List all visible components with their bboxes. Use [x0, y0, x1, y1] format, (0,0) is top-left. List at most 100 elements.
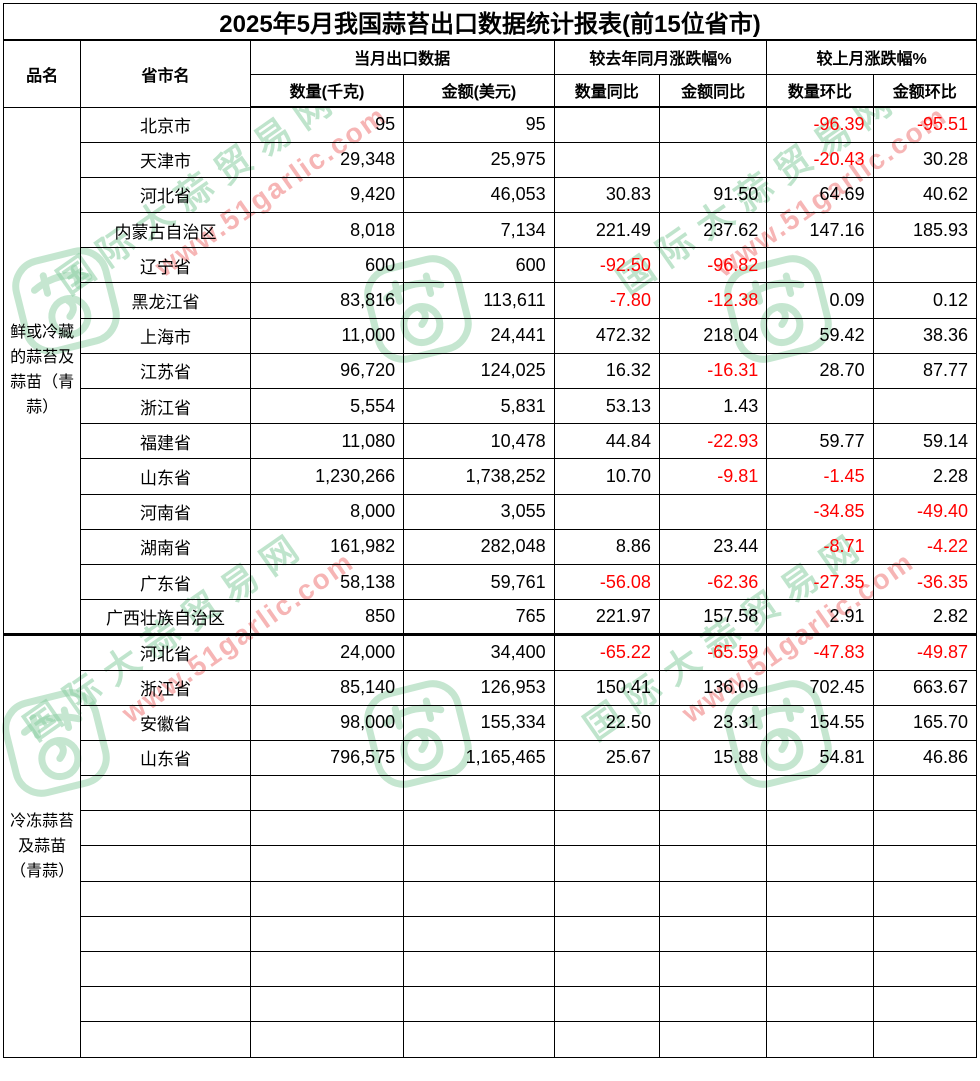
- report-body: 鲜或冷藏的蒜苔及蒜苗（青蒜） 北京市 95 95 -96.39 -95.51 天津市 29,3…: [2, 106, 978, 1058]
- value-cell-amount_yoy: 91.50: [658, 176, 768, 214]
- value-cell-qty: [249, 1021, 405, 1058]
- table-row: 福建省 11,080 10,478 44.84 -22.93 59.77 59.14: [4, 423, 978, 460]
- province-cell: 浙江省: [80, 669, 251, 706]
- table-row: [4, 845, 978, 882]
- table-row: 浙江省 5,554 5,831 53.13 1.43: [4, 387, 978, 425]
- value-cell-qty_yoy: 16.32: [553, 352, 660, 390]
- value-cell-qty: [249, 775, 405, 812]
- table-row: 天津市 29,348 25,975 -20.43 30.28: [4, 141, 978, 178]
- table-row: 广西壮族自治区 850 765 221.97 157.58 2.91 2.82: [4, 599, 978, 636]
- value-cell-amount: 46,053: [403, 176, 555, 214]
- value-cell-amount_yoy: -16.31: [658, 352, 768, 390]
- col-header-amount-yoy: 金额同比: [658, 73, 768, 108]
- col-header-qty-kg: 数量(千克): [249, 73, 405, 108]
- value-cell-qty_mom: -96.39: [766, 106, 874, 143]
- table-row: 山东省 796,575 1,165,465 25.67 15.88 54.81 46.86: [4, 739, 978, 777]
- col-header-qty-mom: 数量环比: [766, 73, 874, 108]
- value-cell-qty_yoy: [553, 950, 660, 988]
- value-cell-qty_yoy: -92.50: [553, 247, 660, 284]
- province-cell: 河北省: [80, 633, 251, 671]
- value-cell-amount_mom: [872, 915, 978, 953]
- value-cell-amount: 24,441: [403, 317, 555, 354]
- value-cell-amount_yoy: [658, 915, 768, 953]
- value-cell-amount_mom: [872, 247, 978, 284]
- province-cell: [80, 845, 251, 882]
- value-cell-amount: 10,478: [403, 423, 555, 460]
- value-cell-qty_mom: [766, 986, 874, 1023]
- value-cell-qty_mom: [766, 950, 874, 988]
- value-cell-amount: 155,334: [403, 704, 555, 741]
- value-cell-amount_mom: 2.28: [872, 458, 978, 495]
- value-cell-amount: 1,738,252: [403, 458, 555, 495]
- export-report-table: 2025年5月我国蒜苔出口数据统计报表(前15位省市) 品名 省市名 当月出口数…: [2, 3, 978, 1058]
- value-cell-qty: [249, 986, 405, 1023]
- province-cell: [80, 950, 251, 988]
- table-row: 湖南省 161,982 282,048 8.86 23.44 -8.71 -4.22: [4, 528, 978, 565]
- table-row: [4, 915, 978, 953]
- report-title: 2025年5月我国蒜苔出口数据统计报表(前15位省市): [3, 3, 977, 41]
- value-cell-qty_yoy: [553, 810, 660, 847]
- value-cell-qty: 95: [249, 106, 405, 143]
- province-cell: 河北省: [80, 176, 251, 214]
- value-cell-amount_yoy: 15.88: [658, 739, 768, 777]
- value-cell-qty: 24,000: [249, 633, 405, 671]
- province-cell: 山东省: [80, 458, 251, 495]
- value-cell-amount_yoy: [658, 141, 768, 178]
- value-cell-qty: [249, 880, 405, 917]
- value-cell-qty: [249, 915, 405, 953]
- value-cell-qty_mom: [766, 845, 874, 882]
- value-cell-qty_yoy: -7.80: [553, 282, 660, 319]
- value-cell-qty_yoy: 22.50: [553, 704, 660, 741]
- value-cell-qty_yoy: 25.67: [553, 739, 660, 777]
- value-cell-qty: 600: [249, 247, 405, 284]
- province-cell: 上海市: [80, 317, 251, 354]
- value-cell-amount_mom: [872, 775, 978, 812]
- value-cell-amount_yoy: 1.43: [658, 387, 768, 425]
- value-cell-qty_mom: 147.16: [766, 212, 874, 249]
- col-group-yoy-change: 较去年同月涨跌幅%: [553, 39, 768, 75]
- table-row: [4, 986, 978, 1023]
- province-cell: [80, 986, 251, 1023]
- value-cell-qty_yoy: 44.84: [553, 423, 660, 460]
- value-cell-qty_mom: 154.55: [766, 704, 874, 741]
- value-cell-qty: 8,000: [249, 493, 405, 530]
- value-cell-amount: 1,165,465: [403, 739, 555, 777]
- table-row: 黑龙江省 83,816 113,611 -7.80 -12.38 0.09 0.12: [4, 282, 978, 319]
- value-cell-qty_yoy: 53.13: [553, 387, 660, 425]
- value-cell-qty_mom: 2.91: [766, 599, 874, 636]
- value-cell-qty: 96,720: [249, 352, 405, 390]
- value-cell-amount: 34,400: [403, 633, 555, 671]
- table-row: 广东省 58,138 59,761 -56.08 -62.36 -27.35 -36.35: [4, 563, 978, 601]
- value-cell-amount: 5,831: [403, 387, 555, 425]
- value-cell-amount_mom: 30.28: [872, 141, 978, 178]
- table-row: 上海市 11,000 24,441 472.32 218.04 59.42 38.36: [4, 317, 978, 354]
- value-cell-amount_mom: -49.40: [872, 493, 978, 530]
- province-cell: 辽宁省: [80, 247, 251, 284]
- value-cell-amount: [403, 810, 555, 847]
- value-cell-amount: 113,611: [403, 282, 555, 319]
- value-cell-amount_yoy: [658, 493, 768, 530]
- value-cell-qty_yoy: 8.86: [553, 528, 660, 565]
- value-cell-qty_yoy: -65.22: [553, 633, 660, 671]
- province-cell: 福建省: [80, 423, 251, 460]
- value-cell-qty_mom: -20.43: [766, 141, 874, 178]
- value-cell-qty: 1,230,266: [249, 458, 405, 495]
- value-cell-qty: 58,138: [249, 563, 405, 601]
- value-cell-amount_yoy: 237.62: [658, 212, 768, 249]
- province-cell: [80, 775, 251, 812]
- value-cell-qty: 8,018: [249, 212, 405, 249]
- table-row: 内蒙古自治区 8,018 7,134 221.49 237.62 147.16 185.93: [4, 212, 978, 249]
- table-row: 山东省 1,230,266 1,738,252 10.70 -9.81 -1.45 2.28: [4, 458, 978, 495]
- value-cell-amount_yoy: [658, 986, 768, 1023]
- value-cell-amount: 765: [403, 599, 555, 636]
- value-cell-amount: 59,761: [403, 563, 555, 601]
- product-name-cell: 冷冻蒜苔及蒜苗（青蒜）: [2, 633, 82, 1058]
- province-cell: 江苏省: [80, 352, 251, 390]
- value-cell-qty: 11,000: [249, 317, 405, 354]
- value-cell-amount_yoy: 23.44: [658, 528, 768, 565]
- value-cell-qty_yoy: [553, 915, 660, 953]
- value-cell-qty: 796,575: [249, 739, 405, 777]
- table-row: 江苏省 96,720 124,025 16.32 -16.31 28.70 87.77: [4, 352, 978, 390]
- table-row: 河南省 8,000 3,055 -34.85 -49.40: [4, 493, 978, 530]
- value-cell-amount: 3,055: [403, 493, 555, 530]
